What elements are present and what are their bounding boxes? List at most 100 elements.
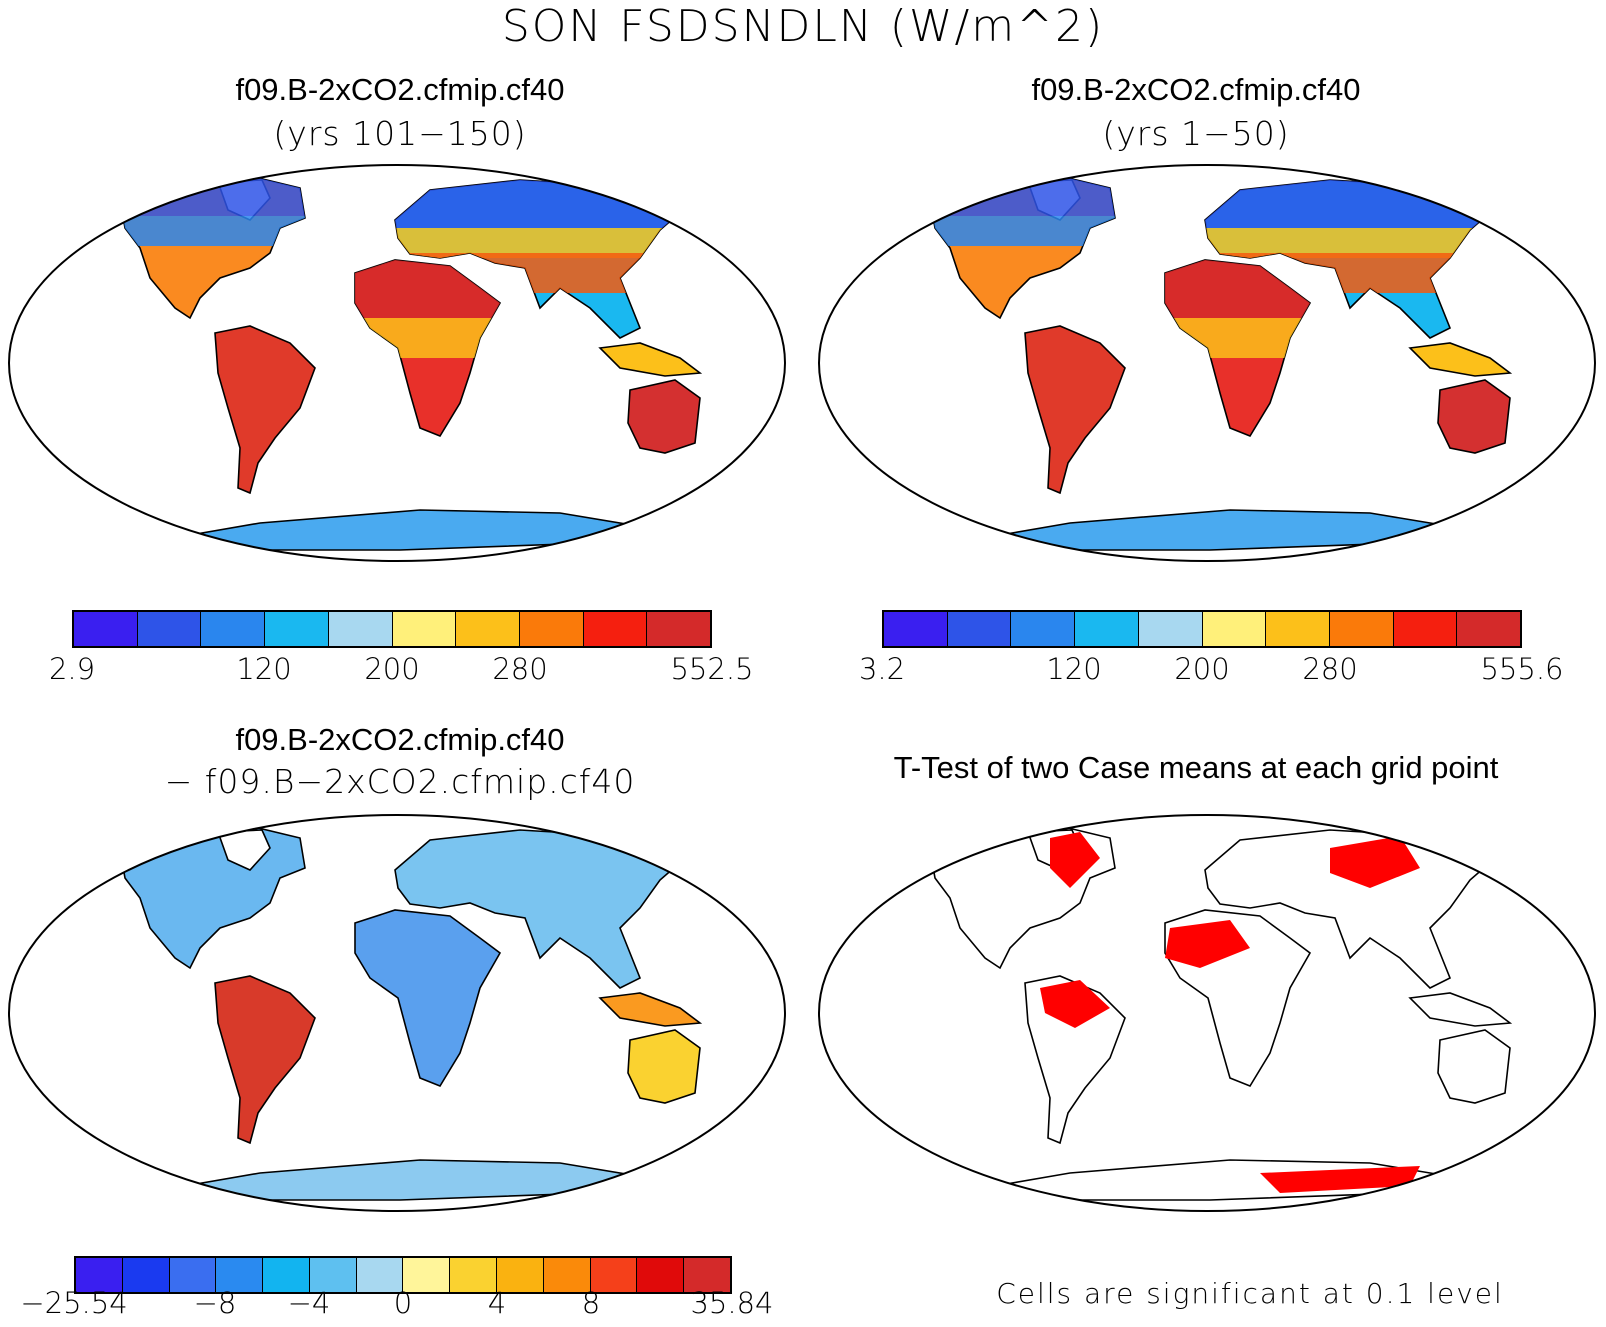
colorbar-swatch [392, 612, 457, 646]
continent-greenland [216, 829, 271, 871]
panel-3-title: f09.B-2xCO2.cfmip.cf40 [235, 722, 565, 757]
shading-band [930, 176, 1115, 216]
colorbar-swatch [1011, 612, 1076, 646]
panel-1-subtitle: (yrs 101−150) [273, 114, 527, 153]
colorbar-panel-3 [74, 1256, 732, 1294]
significance-region [1050, 832, 1100, 888]
colorbar-swatch [1075, 612, 1139, 646]
colorbar-tick-label: 0 [393, 1286, 413, 1320]
panel-3-subtitle: − f09.B−2xCO2.cfmip.cf40 [164, 762, 636, 801]
significance-region [1330, 836, 1420, 888]
continent-seasia [598, 342, 703, 377]
colorbar-swatch [947, 612, 1012, 646]
map-panel-1 [8, 164, 786, 562]
colorbar-swatch [519, 612, 584, 646]
colorbar-swatch [201, 612, 266, 646]
colorbar-labels-panel-2: 3.2 120 200 280 555.6 [859, 652, 1564, 688]
shading-band [1205, 228, 1500, 258]
continent-antarctica [149, 509, 653, 551]
colorbar-tick-label: 552.5 [670, 652, 754, 686]
continent-australia [627, 379, 701, 454]
colorbar-tick-label: 35.84 [690, 1286, 774, 1320]
colorbar-swatch [403, 1258, 451, 1292]
colorbar-swatch [122, 1258, 170, 1292]
colorbar-tick-label: 3.2 [858, 652, 906, 686]
shading-band [120, 176, 305, 216]
colorbar-tick-label: 200 [1174, 652, 1230, 686]
colorbar-swatch [265, 612, 329, 646]
continent-samerica [1024, 325, 1126, 495]
significance-region [1040, 980, 1110, 1028]
main-title: SON FSDSNDLN (W/m^2) [501, 1, 1105, 52]
continent-seasia [598, 992, 703, 1027]
continent-samerica [1024, 975, 1126, 1145]
colorbar-panel-1 [72, 610, 712, 648]
colorbar-swatch [1457, 612, 1521, 646]
colorbar-swatch [1138, 612, 1203, 646]
colorbar-swatch [76, 1258, 123, 1292]
colorbar-swatch [450, 1258, 498, 1292]
continent-antarctica [959, 509, 1463, 551]
significance-region [1260, 1166, 1420, 1193]
colorbar-swatch [137, 612, 202, 646]
colorbar-swatch [1266, 612, 1330, 646]
significance-footnote: Cells are significant at 0.1 level [996, 1277, 1504, 1310]
colorbar-swatch [497, 1258, 544, 1292]
colorbar-swatch [169, 1258, 217, 1292]
colorbar-labels-panel-3: −25.54 −8 −4 0 4 8 35.84 [20, 1286, 773, 1322]
colorbar-swatch [543, 1258, 591, 1292]
shading-band [1205, 180, 1500, 228]
colorbar-panel-2 [882, 610, 1522, 648]
colorbar-swatch [647, 612, 711, 646]
shading-band [355, 318, 500, 358]
map-border [818, 164, 1596, 562]
colorbar-swatch [884, 612, 948, 646]
map-panel-2 [818, 164, 1596, 562]
panel-4-title: T-Test of two Case means at each grid po… [893, 750, 1499, 785]
colorbar-tick-label: 200 [364, 652, 420, 686]
colorbar-tick-label: −25.54 [20, 1286, 128, 1320]
panel-1-title: f09.B-2xCO2.cfmip.cf40 [235, 72, 565, 107]
shading-band [1165, 318, 1310, 358]
continent-samerica [214, 325, 316, 495]
map-border [8, 164, 786, 562]
continent-australia [1437, 1029, 1511, 1104]
map-border [818, 814, 1596, 1212]
shading-band [120, 216, 305, 246]
continent-africa [354, 909, 502, 1087]
panel-2-subtitle: (yrs 1−50) [1102, 114, 1290, 153]
continent-seasia [1408, 342, 1513, 377]
colorbar-swatch [1202, 612, 1267, 646]
colorbar-swatch [1329, 612, 1394, 646]
shading-band [395, 180, 690, 228]
continent-antarctica [149, 1159, 653, 1201]
colorbar-tick-label: 280 [1302, 652, 1358, 686]
colorbar-swatch [309, 1258, 357, 1292]
colorbar-swatch [216, 1258, 264, 1292]
continent-australia [627, 1029, 701, 1104]
colorbar-swatch [74, 612, 138, 646]
panel-2-title: f09.B-2xCO2.cfmip.cf40 [1031, 72, 1361, 107]
colorbar-tick-label: 555.6 [1480, 652, 1564, 686]
colorbar-tick-label: −4 [287, 1286, 331, 1320]
colorbar-tick-label: 2.9 [48, 652, 96, 686]
significance-region [1165, 920, 1250, 968]
colorbar-swatch [456, 612, 520, 646]
colorbar-tick-label: 4 [487, 1286, 507, 1320]
colorbar-swatch [1393, 612, 1458, 646]
colorbar-swatch [328, 612, 393, 646]
map-panel-3 [8, 814, 786, 1212]
continent-namerica [119, 825, 306, 970]
colorbar-swatch [684, 1258, 730, 1292]
colorbar-swatch [590, 1258, 638, 1292]
map-border [8, 814, 786, 1212]
colorbar-tick-label: 8 [581, 1286, 601, 1320]
shading-band [930, 216, 1115, 246]
continent-seasia [1408, 992, 1513, 1027]
colorbar-tick-label: −8 [193, 1286, 237, 1320]
colorbar-tick-label: 280 [492, 652, 548, 686]
colorbar-swatch [356, 1258, 404, 1292]
shading-band [1165, 260, 1310, 318]
colorbar-tick-label: 120 [236, 652, 292, 686]
colorbar-labels-panel-1: 2.9 120 200 280 552.5 [49, 652, 754, 688]
